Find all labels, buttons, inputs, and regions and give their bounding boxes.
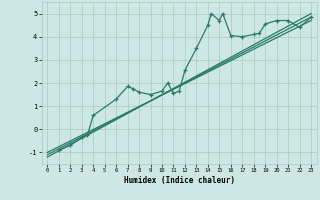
X-axis label: Humidex (Indice chaleur): Humidex (Indice chaleur) <box>124 176 235 185</box>
